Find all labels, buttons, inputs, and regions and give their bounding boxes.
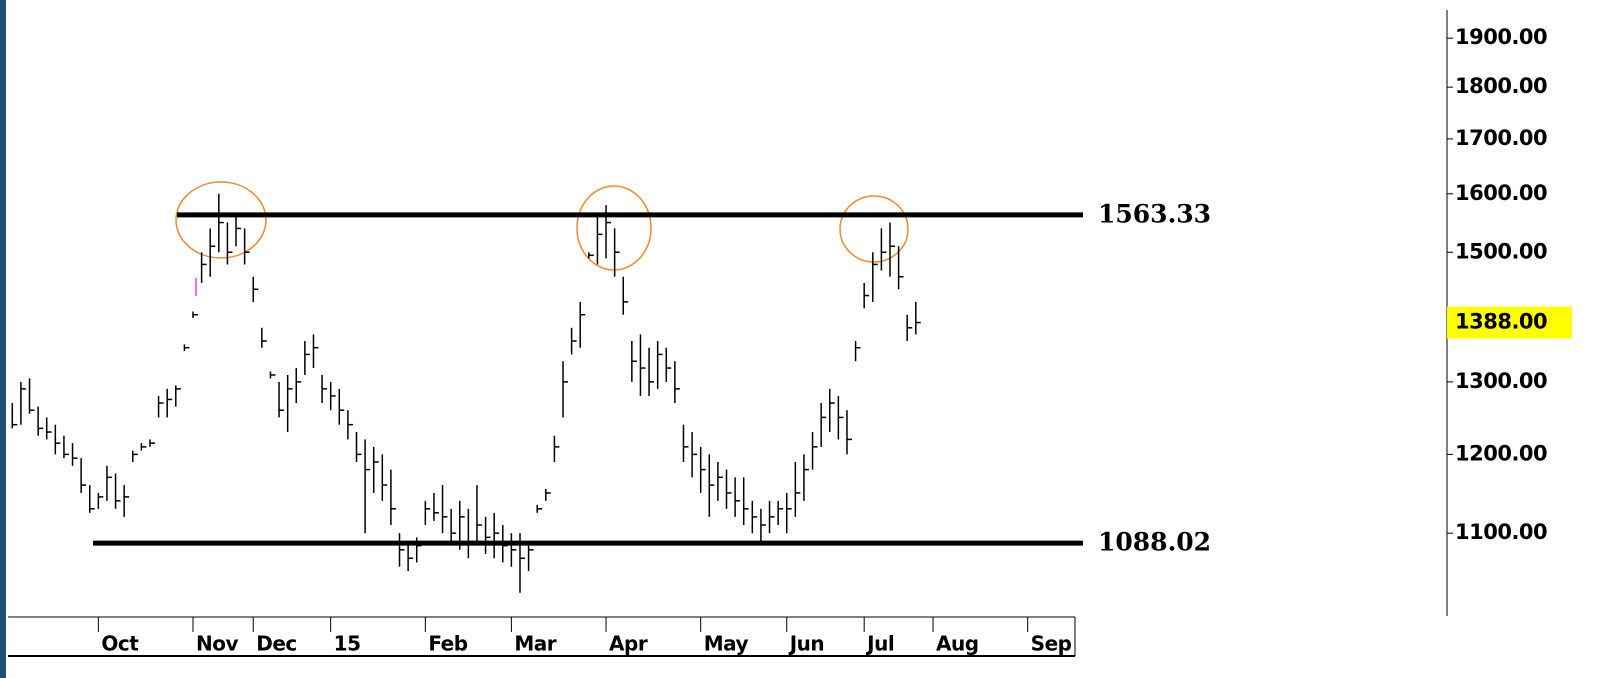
y-tick-label: 1700.00 [1455,126,1547,150]
y-tick-label: 1300.00 [1455,369,1547,393]
x-tick-label: Nov [196,632,238,656]
y-tick-label: 1600.00 [1455,181,1547,205]
highlight-circle [175,181,267,259]
left-border [0,0,6,678]
x-tick-label: 15 [334,632,361,656]
price-highlight [1447,306,1572,339]
x-tick-label: Mar [514,632,556,656]
y-tick-label: 1200.00 [1455,441,1547,465]
x-tick-label: Feb [428,632,467,656]
level-label: 1088.02 [1098,528,1211,557]
y-tick-label: 1100.00 [1455,520,1547,544]
x-tick-label: Oct [101,632,139,656]
highlight-circle [839,195,909,263]
x-tick-label: Dec [256,632,297,656]
x-tick-label: Sep [1031,632,1072,656]
y-tick-label: 1800.00 [1455,74,1547,98]
x-tick-label: Apr [609,632,648,656]
y-tick-label: 1500.00 [1455,239,1547,263]
y-tick-label: 1900.00 [1455,25,1547,49]
x-tick-label: Aug [936,632,979,656]
x-tick-label: Jun [788,632,824,656]
current-price-label: 1388.00 [1455,310,1547,334]
x-tick-label: Jul [865,632,894,656]
x-tick-label: May [704,632,749,656]
level-label: 1563.33 [1098,199,1211,228]
